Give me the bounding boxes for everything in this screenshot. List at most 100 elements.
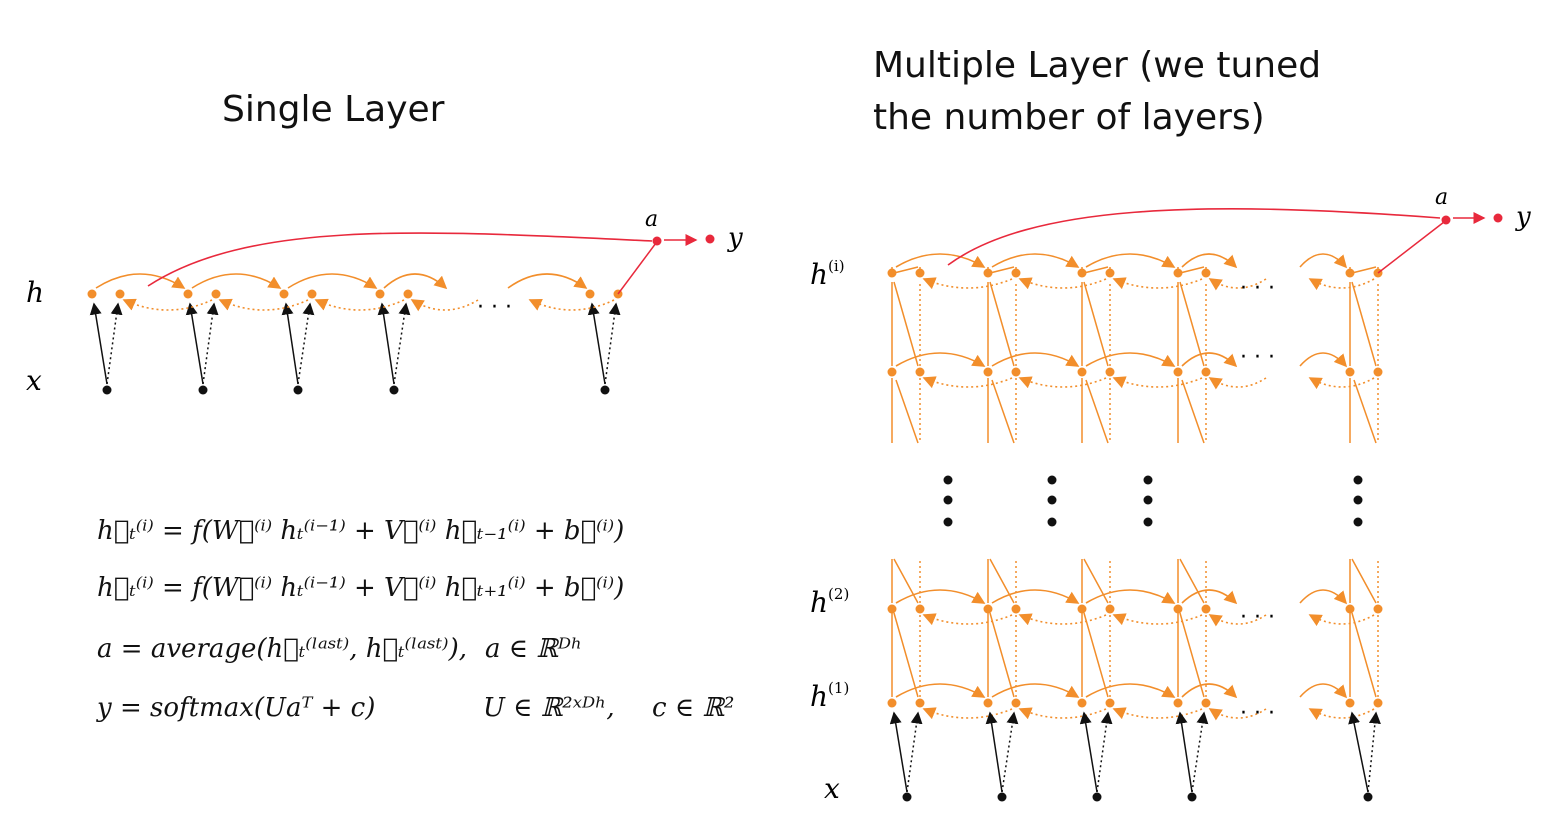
multi-layer-title: Multiple Layer (we tuned the number of l… [873, 40, 1321, 144]
backward-hidden-node [1011, 367, 1021, 377]
cross-link [1179, 266, 1205, 274]
layer-ellipsis-dot [1353, 517, 1363, 527]
backward-arrow [1208, 377, 1267, 390]
single-x-label: x [26, 364, 42, 397]
backward-hidden-node [1011, 604, 1021, 614]
attention-curve [947, 208, 1441, 266]
cross-link [893, 281, 919, 367]
layer-ellipsis-dot [1143, 475, 1153, 485]
backward-hidden-node [1373, 698, 1383, 708]
input-node [1187, 792, 1197, 802]
input-node [1092, 792, 1102, 802]
backward-hidden-node [915, 367, 925, 377]
backward-hidden-node [403, 289, 413, 299]
layer-ellipsis-dot [1047, 475, 1057, 485]
input-forward-arrow [587, 302, 606, 385]
backward-hidden-node [115, 289, 125, 299]
forward-hidden-node [1077, 367, 1087, 377]
equation-backward-hidden: h⃖ₜ⁽ⁱ⁾ = f(W⃖⁽ⁱ⁾ hₜ⁽ⁱ⁻¹⁾ + V⃖⁽ⁱ⁾ h⃖ₜ₊₁⁽ⁱ… [97, 573, 625, 603]
backward-hidden-node [307, 289, 317, 299]
forward-arrow [287, 273, 378, 289]
forward-arrow [895, 683, 986, 698]
backward-arrow [922, 376, 1013, 389]
forward-hidden-node [983, 604, 993, 614]
forward-hidden-node [983, 698, 993, 708]
input-backward-arrow [202, 302, 219, 385]
backward-arrow [218, 298, 309, 311]
forward-arrow [95, 273, 186, 289]
input-node [902, 792, 912, 802]
backward-arrow [1018, 613, 1107, 626]
cross-link [1083, 281, 1109, 367]
equation-average-body: a = average(h⃗ₜ⁽ˡᵃˢᵗ⁾, h⃖ₜ⁽ˡᵃˢᵗ⁾), [97, 634, 467, 664]
forward-arrow [1299, 589, 1348, 605]
backward-arrow [1112, 277, 1203, 290]
forward-arrow [991, 253, 1080, 268]
backward-hidden-node [211, 289, 221, 299]
multi-ellipsis-h1: · · · [1240, 701, 1275, 726]
forward-hidden-node [887, 604, 897, 614]
cross-link [1083, 612, 1109, 698]
forward-hidden-node [279, 289, 289, 299]
input-forward-arrow [1348, 711, 1369, 793]
input-forward-arrow [1175, 711, 1193, 793]
multi-x-label: x [824, 772, 840, 805]
forward-arrow [991, 683, 1080, 698]
forward-hidden-node [1345, 367, 1355, 377]
forward-arrow [1299, 352, 1348, 368]
backward-arrow [1112, 707, 1203, 720]
backward-arrow [1308, 377, 1375, 390]
layer-ellipsis-dot [943, 517, 953, 527]
forward-arrow [895, 253, 986, 268]
cross-link [1083, 558, 1109, 604]
forward-hidden-node [1173, 698, 1183, 708]
cross-link [895, 379, 919, 444]
cross-link [1351, 281, 1377, 367]
equation-softmax-c-domain: c ∈ ℝ² [652, 693, 735, 723]
backward-arrow [1112, 613, 1203, 626]
backward-hidden-node [915, 698, 925, 708]
forward-hidden-node [375, 289, 385, 299]
backward-hidden-node [1105, 698, 1115, 708]
cross-link [1179, 558, 1205, 604]
forward-arrow [383, 273, 448, 290]
backward-hidden-node [1011, 698, 1021, 708]
single-ellipsis: · · · [477, 295, 512, 320]
forward-hidden-node [585, 289, 595, 299]
output-link [1377, 221, 1445, 274]
forward-hidden-node [1077, 698, 1087, 708]
input-node [293, 385, 303, 395]
forward-arrow [1181, 589, 1238, 605]
forward-arrow [1299, 253, 1348, 269]
layer-ellipsis-dot [1047, 495, 1057, 505]
forward-arrow [1085, 589, 1176, 604]
backward-arrow [1308, 708, 1375, 721]
input-node [997, 792, 1007, 802]
forward-hidden-node [887, 698, 897, 708]
multi-layer-network [887, 208, 1503, 802]
cross-link [1351, 266, 1377, 274]
input-forward-arrow [889, 711, 908, 793]
input-forward-arrow [89, 302, 108, 385]
backward-arrow [122, 298, 213, 311]
single-y-label: y [727, 223, 743, 253]
backward-arrow [314, 298, 405, 311]
cross-link [1179, 281, 1205, 367]
forward-hidden-node [87, 289, 97, 299]
cross-link [989, 612, 1015, 698]
layer-ellipsis-dot [1143, 495, 1153, 505]
cross-link [989, 281, 1015, 367]
input-backward-arrow [297, 302, 315, 385]
backward-hidden-node [1201, 604, 1211, 614]
backward-arrow [528, 299, 615, 311]
forward-hidden-node [1173, 604, 1183, 614]
equation-softmax-u-domain: U ∈ ℝ²ˣᴰʰ, [483, 693, 615, 723]
output-link [617, 242, 657, 295]
layer-ellipsis-dot [943, 475, 953, 485]
backward-arrow [1018, 277, 1107, 290]
backward-hidden-node [1373, 604, 1383, 614]
cross-link [893, 612, 919, 698]
forward-hidden-node [1077, 604, 1087, 614]
forward-hidden-node [1173, 367, 1183, 377]
backward-arrow [1208, 278, 1267, 291]
